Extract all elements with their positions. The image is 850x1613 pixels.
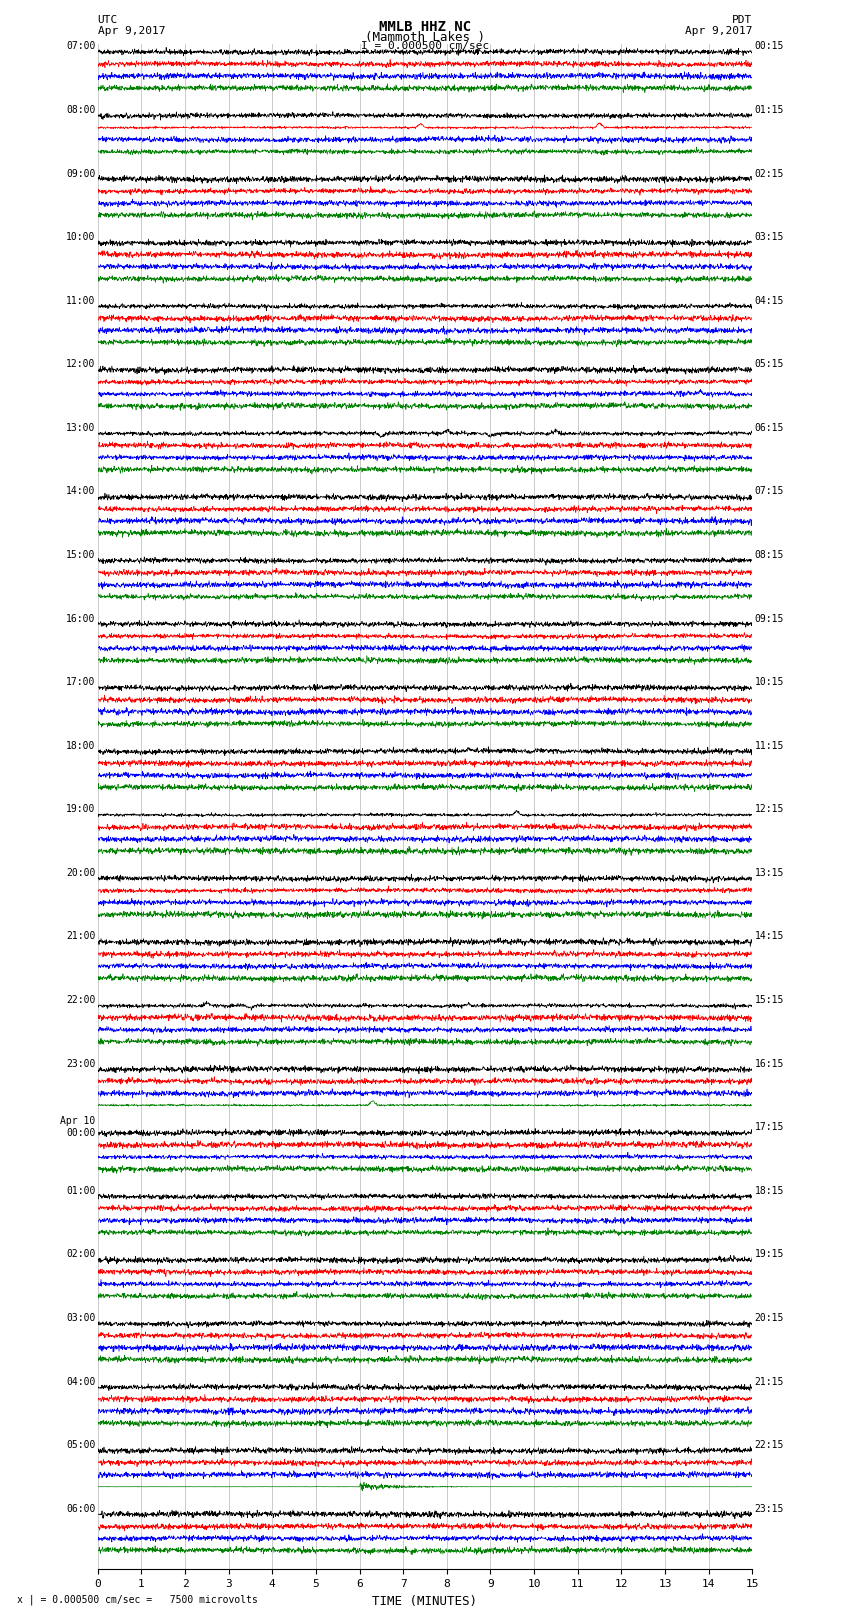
Text: 17:00: 17:00 [66,677,95,687]
Text: 22:00: 22:00 [66,995,95,1005]
Text: I = 0.000500 cm/sec: I = 0.000500 cm/sec [361,40,489,52]
Text: 13:15: 13:15 [755,868,784,877]
Text: 19:15: 19:15 [755,1250,784,1260]
Text: 18:00: 18:00 [66,740,95,750]
Text: 01:15: 01:15 [755,105,784,115]
Text: 16:00: 16:00 [66,613,95,624]
Text: 02:15: 02:15 [755,168,784,179]
Text: 09:00: 09:00 [66,168,95,179]
Text: 10:15: 10:15 [755,677,784,687]
Text: 15:15: 15:15 [755,995,784,1005]
Text: 02:00: 02:00 [66,1250,95,1260]
Text: 06:00: 06:00 [66,1503,95,1513]
Text: Apr 9,2017: Apr 9,2017 [98,26,165,35]
Text: 14:15: 14:15 [755,931,784,942]
Text: 22:15: 22:15 [755,1440,784,1450]
Text: 04:00: 04:00 [66,1376,95,1387]
Text: 12:15: 12:15 [755,805,784,815]
Text: (Mammoth Lakes ): (Mammoth Lakes ) [365,31,485,44]
Text: 00:15: 00:15 [755,42,784,52]
Text: 11:00: 11:00 [66,295,95,306]
Text: 23:00: 23:00 [66,1058,95,1069]
Text: 15:00: 15:00 [66,550,95,560]
Text: 21:15: 21:15 [755,1376,784,1387]
Text: 09:15: 09:15 [755,613,784,624]
Text: 03:15: 03:15 [755,232,784,242]
Text: 18:15: 18:15 [755,1186,784,1195]
Text: 08:15: 08:15 [755,550,784,560]
Text: 11:15: 11:15 [755,740,784,750]
Text: 14:00: 14:00 [66,487,95,497]
Text: 20:00: 20:00 [66,868,95,877]
Text: 01:00: 01:00 [66,1186,95,1195]
Text: UTC: UTC [98,15,118,24]
Text: 20:15: 20:15 [755,1313,784,1323]
Text: 21:00: 21:00 [66,931,95,942]
Text: Apr 9,2017: Apr 9,2017 [685,26,752,35]
Text: 19:00: 19:00 [66,805,95,815]
Text: 04:15: 04:15 [755,295,784,306]
Text: 12:00: 12:00 [66,360,95,369]
Text: 16:15: 16:15 [755,1058,784,1069]
Text: 05:00: 05:00 [66,1440,95,1450]
Text: 17:15: 17:15 [755,1123,784,1132]
Text: Apr 10
00:00: Apr 10 00:00 [60,1116,95,1139]
Text: 05:15: 05:15 [755,360,784,369]
Text: PDT: PDT [732,15,752,24]
Text: 07:00: 07:00 [66,42,95,52]
Text: 06:15: 06:15 [755,423,784,432]
Text: 23:15: 23:15 [755,1503,784,1513]
Text: 08:00: 08:00 [66,105,95,115]
Text: MMLB HHZ NC: MMLB HHZ NC [379,19,471,34]
Text: 13:00: 13:00 [66,423,95,432]
Text: 03:00: 03:00 [66,1313,95,1323]
Text: 10:00: 10:00 [66,232,95,242]
Text: x | = 0.000500 cm/sec =   7500 microvolts: x | = 0.000500 cm/sec = 7500 microvolts [17,1594,258,1605]
X-axis label: TIME (MINUTES): TIME (MINUTES) [372,1595,478,1608]
Text: 07:15: 07:15 [755,487,784,497]
